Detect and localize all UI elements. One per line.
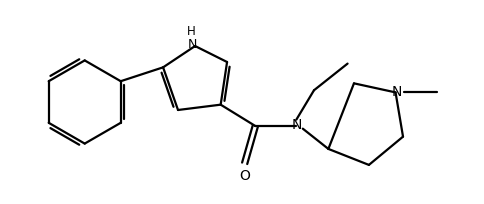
Text: N: N bbox=[292, 119, 302, 132]
Text: N: N bbox=[392, 85, 402, 99]
Text: O: O bbox=[239, 169, 250, 183]
Text: H: H bbox=[186, 25, 195, 38]
Text: N: N bbox=[188, 38, 197, 51]
